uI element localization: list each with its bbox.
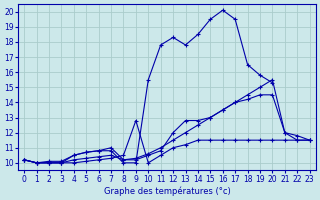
X-axis label: Graphe des températures (°c): Graphe des températures (°c) xyxy=(104,186,230,196)
